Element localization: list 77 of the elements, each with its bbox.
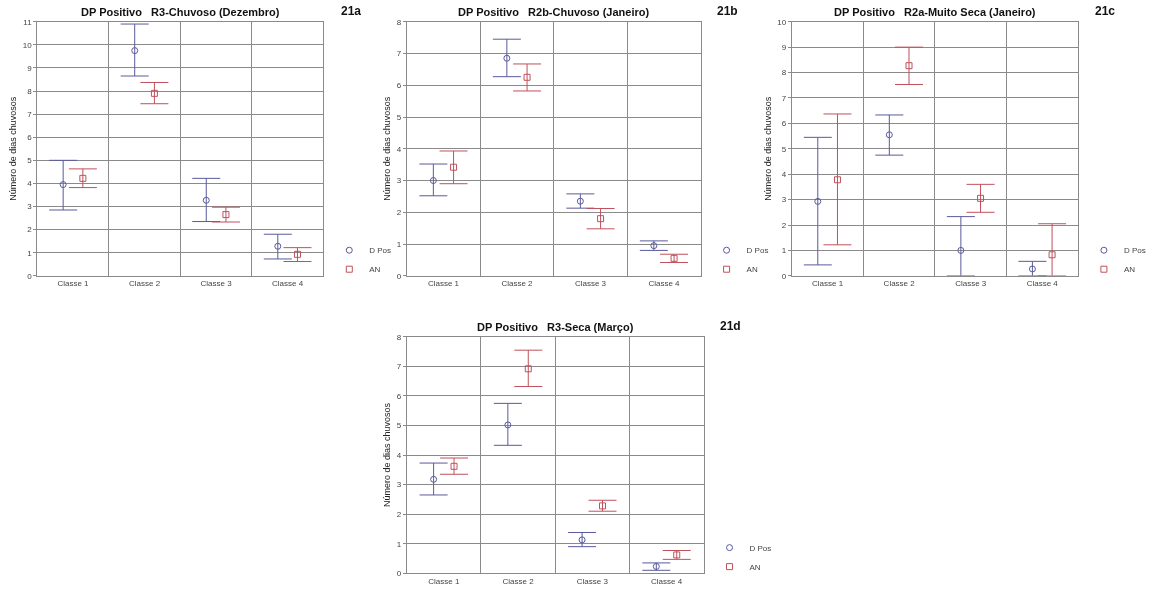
y-tick-label: 1: [781, 246, 787, 256]
x-tick-label: Classe 4: [648, 279, 681, 289]
legend-label: D Pos: [746, 246, 769, 256]
y-tick-label: 6: [27, 133, 33, 143]
y-tick-label: 11: [23, 17, 33, 27]
y-tick-label: 0: [781, 271, 787, 281]
x-tick-label: Classe 4: [650, 576, 683, 586]
y-tick-label: 4: [27, 179, 33, 189]
y-tick-label: 8: [396, 332, 402, 342]
y-tick-label: 3: [396, 480, 402, 490]
chart-title: DP Positivo R3-Chuvoso (Dezembro): [81, 6, 280, 18]
y-tick-label: 5: [781, 144, 787, 154]
y-tick-label: 3: [396, 176, 402, 186]
y-axis-title: Número de dias chuvosos: [8, 96, 19, 201]
y-axis-title: Número de dias chuvosos: [762, 96, 773, 201]
y-tick-label: 10: [22, 40, 33, 50]
y-tick-label: 2: [396, 208, 402, 218]
y-tick-label: 7: [781, 93, 787, 103]
legend-label: D Pos: [749, 543, 772, 553]
y-tick-label: 6: [396, 81, 402, 91]
chart-title: DP Positivo R2a-Muito Seca (Janeiro): [834, 6, 1036, 18]
y-tick-label: 7: [27, 109, 33, 119]
x-tick-label: Classe 1: [428, 576, 460, 586]
legend-label: AN: [749, 562, 761, 572]
y-tick-label: 5: [396, 421, 402, 431]
y-tick-label: 8: [781, 68, 787, 78]
y-tick-label: 6: [781, 119, 787, 129]
y-tick-label: 0: [27, 271, 33, 281]
x-tick-label: Classe 3: [200, 279, 233, 289]
y-tick-label: 1: [396, 239, 402, 249]
y-axis-title: Número de dias chuvosos: [382, 402, 392, 508]
x-tick-label: Classe 3: [955, 279, 987, 289]
text: 21c: [1095, 4, 1116, 18]
legend-label: D Pos: [1123, 246, 1146, 256]
x-tick-label: Classe 2: [502, 576, 535, 586]
x-tick-label: Classe 3: [576, 576, 609, 586]
legend-label: D Pos: [369, 246, 392, 256]
y-tick-label: 8: [27, 86, 33, 96]
chart-title: DP Positivo R3-Seca (Março): [477, 321, 634, 333]
y-tick-label: 4: [781, 169, 787, 179]
x-tick-label: Classe 3: [574, 279, 607, 289]
y-tick-label: 5: [27, 156, 33, 166]
chart-title: DP Positivo R2b-Chuvoso (Janeiro): [458, 6, 650, 18]
y-tick-label: 7: [396, 49, 402, 59]
text: 21a: [341, 4, 362, 18]
x-tick-label: Classe 2: [128, 279, 161, 289]
y-tick-label: 0: [396, 271, 402, 281]
text: 21b: [717, 4, 738, 18]
y-tick-label: 0: [396, 569, 402, 579]
y-tick-label: 7: [396, 362, 402, 372]
y-tick-label: 3: [781, 195, 787, 205]
y-axis-title: Número de dias chuvosos: [382, 96, 392, 201]
y-tick-label: 9: [781, 42, 787, 52]
legend-label: AN: [746, 265, 758, 275]
x-tick-label: Classe 2: [883, 279, 916, 289]
y-tick-label: 2: [27, 225, 33, 235]
x-tick-label: Classe 1: [812, 279, 844, 289]
y-tick-label: 4: [396, 144, 402, 154]
y-tick-label: 9: [27, 63, 33, 73]
y-tick-label: 8: [396, 17, 402, 27]
x-tick-label: Classe 1: [57, 279, 90, 289]
y-tick-label: 4: [396, 450, 402, 460]
y-tick-label: 1: [396, 539, 402, 549]
y-tick-label: 2: [396, 509, 402, 519]
legend-label: AN: [1123, 265, 1136, 275]
x-tick-label: Classe 4: [272, 279, 304, 289]
y-tick-label: 6: [396, 391, 402, 401]
y-tick-label: 5: [396, 112, 402, 122]
x-tick-label: Classe 2: [501, 279, 534, 289]
legend-label: AN: [369, 265, 381, 275]
text: 21d: [720, 319, 741, 333]
y-tick-label: 1: [27, 248, 33, 258]
y-tick-label: 10: [777, 17, 787, 27]
y-tick-label: 3: [27, 202, 33, 212]
y-tick-label: 2: [781, 220, 787, 230]
x-tick-label: Classe 4: [1026, 279, 1059, 289]
x-tick-label: Classe 1: [427, 279, 460, 289]
